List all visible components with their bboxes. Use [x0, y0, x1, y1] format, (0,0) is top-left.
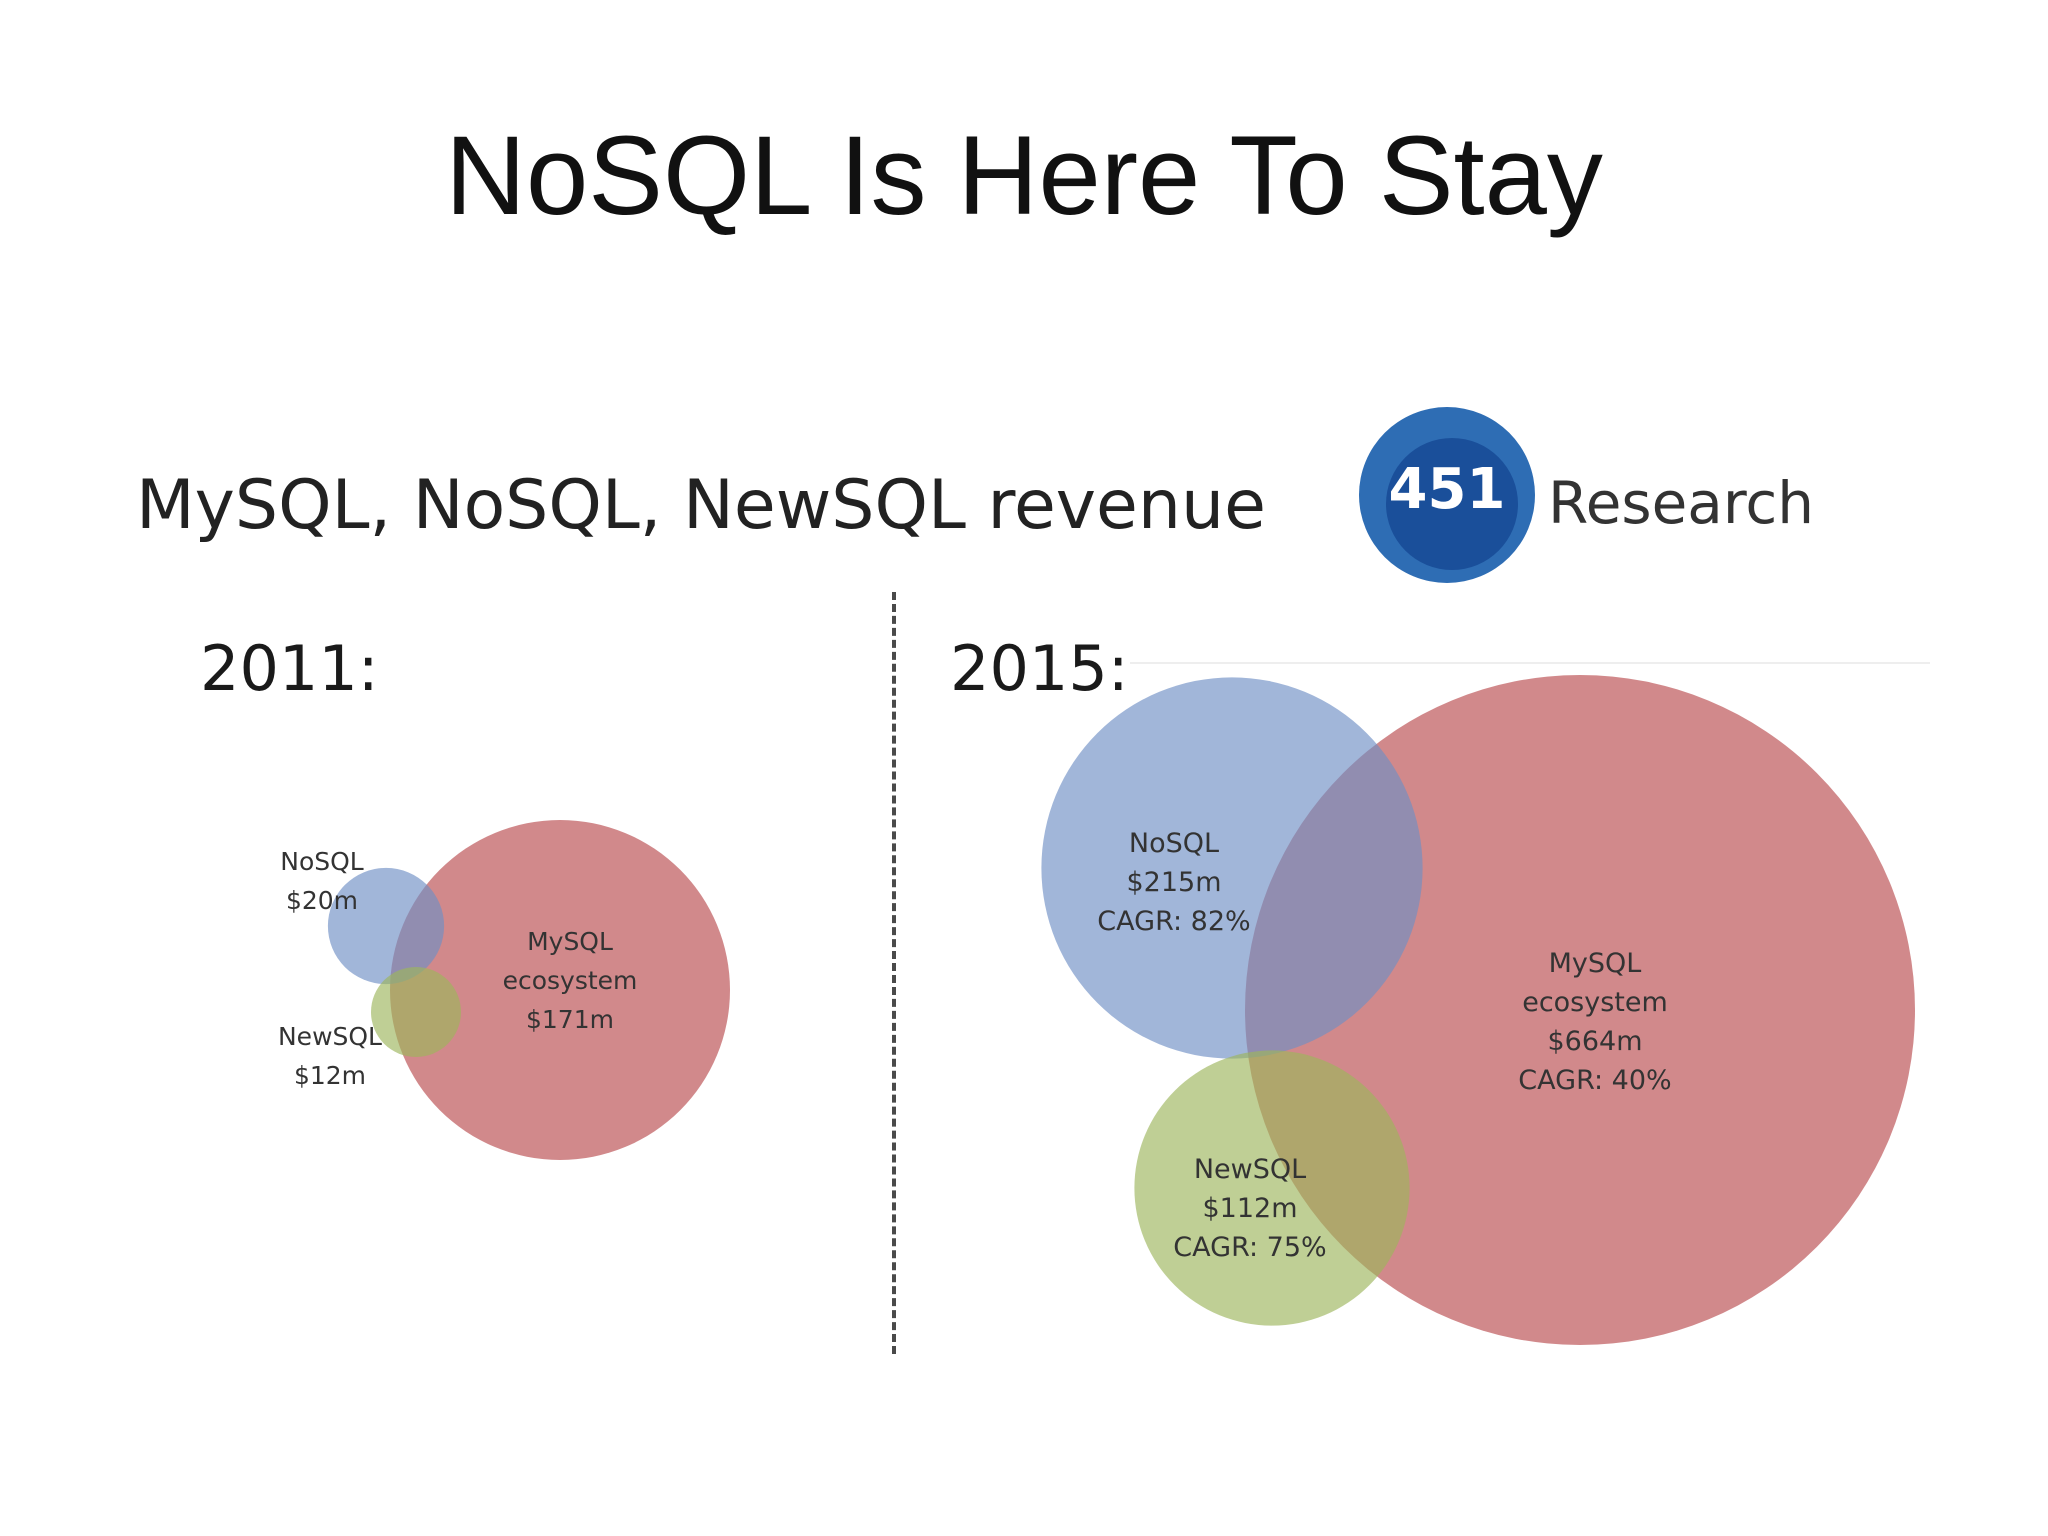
bubble-nosql-0	[327, 867, 445, 985]
bubble-label-nosql-1-1: $215m	[1126, 867, 1221, 898]
panel-divider	[892, 592, 896, 1354]
panel-0-bubbles: MySQL ecosystem $171m NoSQL $20m NewSQL $12m	[278, 820, 730, 1160]
bubble-label-mysql-0-1: ecosystem	[503, 966, 638, 995]
bubble-label-nosql-1-0: NoSQL	[1129, 828, 1219, 859]
bubble-label-mysql-0-2: $171m	[526, 1005, 614, 1034]
bubble-label-newsql-1-2: CAGR: 75%	[1173, 1232, 1326, 1263]
bubble-label-newsql-0-0: NewSQL	[278, 1022, 382, 1051]
bubble-label-nosql-0-1: $20m	[286, 886, 358, 915]
bubble-mysql-0	[390, 820, 730, 1160]
bubble-label-newsql-1-1: $112m	[1202, 1193, 1297, 1224]
bubble-label-mysql-1-0: MySQL	[1549, 948, 1642, 979]
chart-title: MySQL, NoSQL, NewSQL revenue	[136, 466, 1266, 545]
logo-number: 451	[1388, 457, 1506, 522]
research-logo: 451 Research	[1356, 404, 1916, 604]
bubble-label-newsql-1-0: NewSQL	[1194, 1154, 1306, 1185]
bubble-label-mysql-0-0: MySQL	[527, 927, 613, 956]
bubble-label-newsql-0-1: $12m	[294, 1061, 366, 1090]
panel-1-bubbles: MySQL ecosystem $664m CAGR: 40% NoSQL $215m CA…	[1041, 675, 1915, 1345]
header-rule	[1130, 662, 1930, 664]
slide-title: NoSQL Is Here To Stay	[445, 113, 1603, 238]
year-label-2011: 2011:	[200, 632, 379, 705]
year-label-2015: 2015:	[950, 632, 1129, 705]
bubble-label-mysql-1-2: $664m	[1547, 1026, 1642, 1057]
bubble-nosql-1	[1041, 677, 1423, 1059]
logo-circle-icon	[1359, 407, 1535, 583]
bubble-newsql-0	[371, 967, 461, 1057]
bubble-label-nosql-1-2: CAGR: 82%	[1097, 906, 1250, 937]
bubble-label-nosql-0-0: NoSQL	[280, 847, 364, 876]
bubble-label-mysql-1-3: CAGR: 40%	[1518, 1065, 1671, 1096]
bubble-newsql-1	[1134, 1050, 1410, 1326]
logo-word: Research	[1548, 469, 1815, 537]
bubble-label-mysql-1-1: ecosystem	[1522, 987, 1668, 1018]
